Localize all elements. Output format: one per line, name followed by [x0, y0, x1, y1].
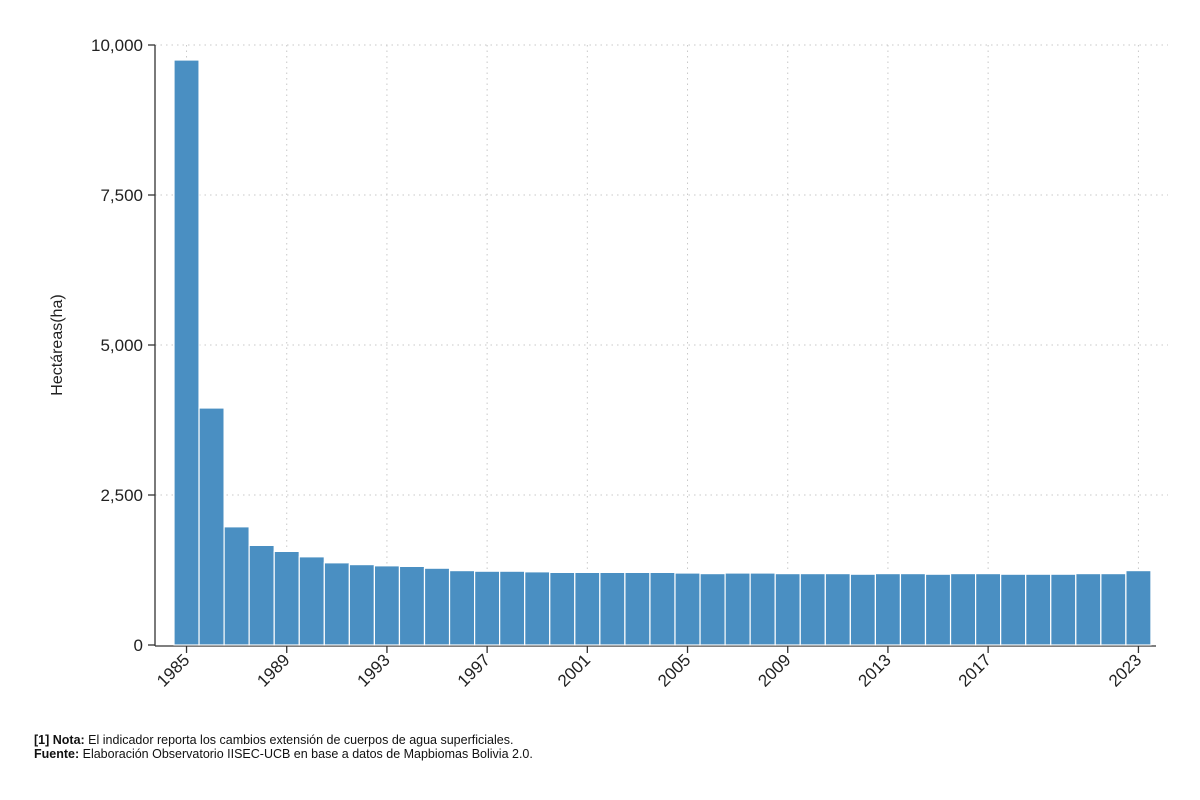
x-tick-label: 2017: [955, 650, 995, 690]
note-line: [1] Nota: El indicador reporta los cambi…: [34, 733, 533, 747]
bar-1990: [298, 556, 325, 646]
x-tick-label: 1989: [253, 650, 293, 690]
bar-2021: [1075, 572, 1102, 646]
bar-2017: [974, 572, 1002, 646]
bar-2015: [924, 573, 952, 646]
y-tick-label: 7,500: [100, 186, 143, 205]
x-tick-label: 1993: [354, 650, 394, 690]
bar-1987: [223, 526, 250, 646]
x-ticks: 1985 1989 1993 1997 2001 2005 2009 2013 2017 2023: [153, 646, 1145, 691]
bar-2004: [649, 571, 676, 646]
bar-1995: [423, 567, 451, 646]
bar-2007: [724, 572, 751, 646]
bar-1988: [248, 544, 275, 646]
bar-1992: [348, 563, 376, 646]
source-line: Fuente: Elaboración Observatorio IISEC-U…: [34, 747, 533, 761]
bar-1998: [499, 570, 526, 646]
bar-2018: [1000, 573, 1027, 646]
bar-2022: [1100, 572, 1127, 646]
bar-2005: [674, 572, 701, 646]
bar-2016: [949, 572, 977, 646]
x-tick-label: 2009: [754, 650, 794, 690]
note-label: [1] Nota:: [34, 733, 85, 747]
y-tick-label: 0: [134, 636, 143, 655]
x-tick-label: 2005: [654, 650, 694, 690]
x-tick-label: 2001: [554, 650, 594, 690]
bar-2010: [799, 572, 826, 646]
bars: [173, 59, 1152, 646]
y-tick-label: 5,000: [100, 336, 143, 355]
y-axis-label: Hectáreas(ha): [49, 294, 66, 395]
bar-2023: [1125, 569, 1152, 646]
grid-lines: [155, 44, 1168, 645]
bar-2001: [574, 571, 601, 646]
bar-1997: [474, 570, 501, 646]
x-tick-label: 1997: [454, 650, 494, 690]
bar-2002: [599, 571, 626, 646]
y-tick-label: 10,000: [91, 36, 143, 55]
bar-1996: [448, 569, 476, 646]
bar-2003: [624, 571, 651, 646]
bar-2012: [849, 573, 876, 646]
bar-2019: [1025, 573, 1052, 646]
x-tick-label: 2023: [1105, 650, 1145, 690]
y-ticks: 0 2,500 5,000 7,500 10,000: [91, 36, 155, 655]
bar-1986: [198, 407, 225, 646]
x-tick-label: 2013: [855, 650, 895, 690]
bar-1993: [373, 565, 401, 646]
bar-2014: [899, 572, 927, 646]
bar-2006: [699, 572, 726, 646]
bar-2009: [774, 572, 801, 646]
bar-2000: [549, 571, 576, 646]
bar-2008: [749, 572, 776, 646]
bar-1985: [173, 59, 200, 646]
bar-1999: [524, 571, 551, 646]
bar-1991: [323, 562, 350, 646]
source-text: Elaboración Observatorio IISEC-UCB en ba…: [79, 747, 533, 761]
note-text: El indicador reporta los cambios extensi…: [84, 733, 514, 747]
source-label: Fuente:: [34, 747, 80, 761]
x-tick-label: 1985: [153, 650, 193, 690]
y-tick-label: 2,500: [100, 486, 143, 505]
chart-notes: [1] Nota: El indicador reporta los cambi…: [34, 733, 533, 761]
bar-2011: [824, 572, 851, 646]
bar-2020: [1050, 573, 1077, 646]
bar-1989: [273, 550, 300, 646]
bar-1994: [398, 565, 426, 646]
bar-2013: [874, 572, 902, 646]
